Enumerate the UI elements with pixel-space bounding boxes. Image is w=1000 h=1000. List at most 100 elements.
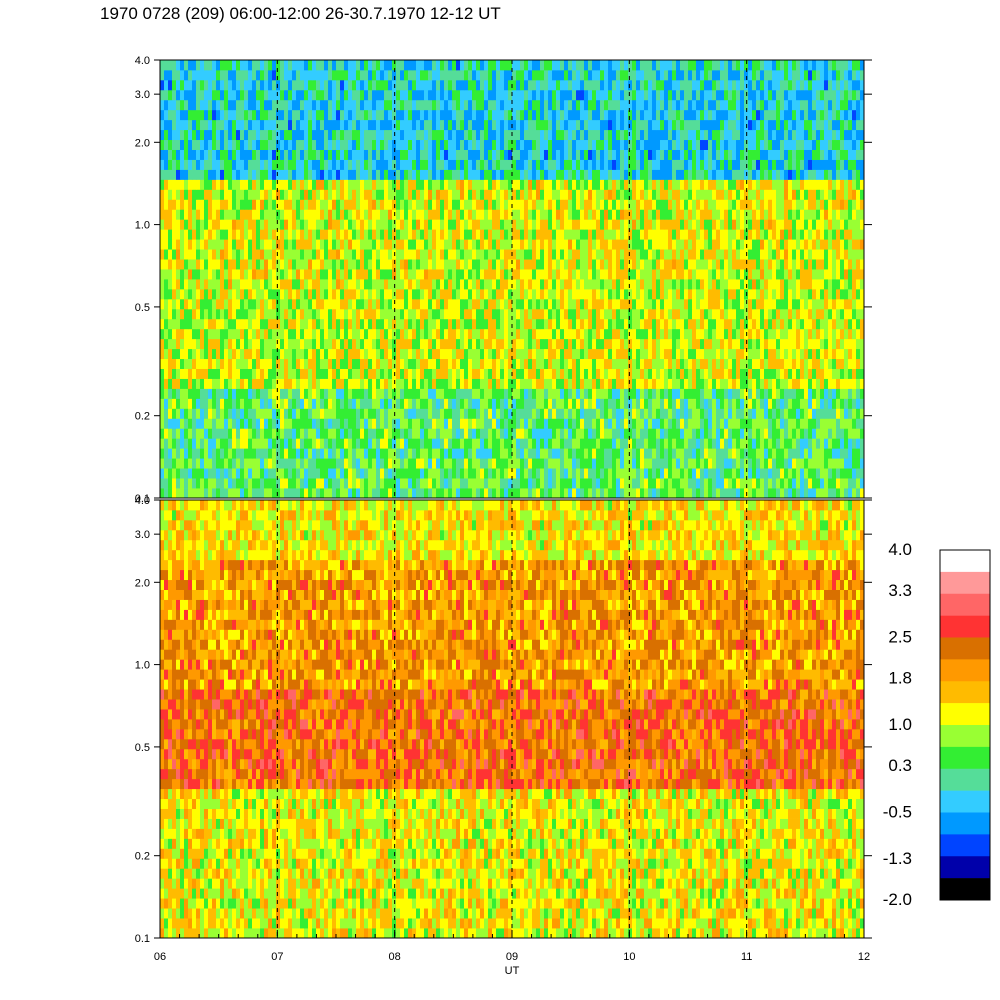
heatmap-cell: [644, 249, 649, 260]
heatmap-cell: [856, 298, 861, 310]
heatmap-cell: [520, 288, 525, 300]
heatmap-cell: [564, 418, 569, 429]
heatmap-cell: [348, 259, 353, 270]
heatmap-cell: [160, 358, 165, 369]
heatmap-cell: [608, 368, 613, 379]
heatmap-cell: [728, 368, 733, 379]
heatmap-cell: [556, 269, 561, 280]
heatmap-cell: [692, 269, 697, 280]
heatmap-cell: [392, 358, 397, 369]
heatmap-cell: [772, 448, 777, 459]
heatmap-cell: [644, 428, 649, 439]
heatmap-cell: [520, 428, 525, 439]
heatmap-cell: [484, 328, 489, 340]
heatmap-cell: [164, 318, 169, 330]
heatmap-cell: [768, 229, 773, 240]
heatmap-cell: [304, 458, 309, 469]
heatmap-cell: [336, 219, 341, 230]
heatmap-cell: [792, 279, 797, 290]
heatmap-cell: [368, 448, 373, 459]
heatmap-cell: [708, 259, 713, 270]
heatmap-cell: [300, 279, 305, 290]
heatmap-cell: [668, 298, 673, 310]
heatmap-cell: [420, 298, 425, 310]
heatmap-cell: [244, 448, 249, 459]
heatmap-cell: [636, 418, 641, 429]
heatmap-cell: [732, 438, 737, 449]
heatmap-cell: [540, 468, 545, 479]
heatmap-cell: [656, 358, 661, 369]
heatmap-cell: [756, 229, 761, 240]
heatmap-cell: [836, 388, 841, 399]
heatmap-cell: [332, 478, 337, 489]
heatmap-cell: [704, 288, 709, 300]
heatmap-cell: [180, 388, 185, 399]
heatmap-cell: [340, 298, 345, 310]
heatmap-cell: [528, 338, 533, 350]
heatmap-cell: [172, 388, 177, 399]
heatmap-cell: [752, 488, 757, 499]
heatmap-cell: [788, 249, 793, 260]
heatmap-cell: [188, 318, 193, 330]
heatmap-cell: [776, 269, 781, 280]
heatmap-cell: [680, 478, 685, 489]
heatmap-cell: [212, 239, 217, 250]
heatmap-cell: [432, 259, 437, 270]
heatmap-cell: [212, 279, 217, 290]
heatmap-cell: [220, 378, 225, 389]
heatmap-cell: [832, 458, 837, 469]
heatmap-cell: [188, 358, 193, 369]
heatmap-cell: [228, 388, 233, 399]
heatmap-cell: [236, 279, 241, 290]
heatmap-cell: [696, 488, 701, 499]
heatmap-cell: [336, 398, 341, 409]
upper-panel: [160, 60, 865, 499]
heatmap-cell: [852, 428, 857, 439]
heatmap-cell: [348, 388, 353, 399]
heatmap-cell: [328, 338, 333, 350]
heatmap-cell: [664, 488, 669, 499]
heatmap-cell: [648, 239, 653, 250]
heatmap-cell: [772, 438, 777, 449]
heatmap-cell: [216, 239, 221, 250]
heatmap-cell: [668, 368, 673, 379]
heatmap-cell: [352, 458, 357, 469]
heatmap-cell: [428, 438, 433, 449]
heatmap-cell: [476, 288, 481, 300]
heatmap-cell: [232, 328, 237, 340]
heatmap-cell: [752, 279, 757, 290]
heatmap-cell: [344, 418, 349, 429]
heatmap-cell: [712, 229, 717, 240]
heatmap-cell: [732, 288, 737, 300]
heatmap-cell: [480, 358, 485, 369]
heatmap-cell: [636, 448, 641, 459]
heatmap-cell: [780, 259, 785, 270]
heatmap-cell: [792, 398, 797, 409]
heatmap-cell: [356, 448, 361, 459]
heatmap-cell: [820, 448, 825, 459]
heatmap-cell: [732, 368, 737, 379]
heatmap-cell: [768, 468, 773, 479]
heatmap-cell: [336, 448, 341, 459]
heatmap-cell: [604, 438, 609, 449]
heatmap-cell: [680, 338, 685, 350]
heatmap-cell: [440, 388, 445, 399]
heatmap-cell: [676, 448, 681, 459]
heatmap-cell: [776, 308, 781, 320]
heatmap-cell: [220, 259, 225, 270]
heatmap-cell: [200, 259, 205, 270]
heatmap-cell: [452, 438, 457, 449]
heatmap-cell: [188, 308, 193, 320]
heatmap-cell: [384, 438, 389, 449]
heatmap-cell: [432, 338, 437, 350]
heatmap-cell: [800, 308, 805, 320]
heatmap-cell: [536, 398, 541, 409]
heatmap-cell: [472, 269, 477, 280]
heatmap-cell: [240, 398, 245, 409]
heatmap-cell: [408, 209, 413, 220]
heatmap-cell: [352, 388, 357, 399]
heatmap-cell: [736, 468, 741, 479]
heatmap-cell: [164, 438, 169, 449]
heatmap-cell: [160, 398, 165, 409]
